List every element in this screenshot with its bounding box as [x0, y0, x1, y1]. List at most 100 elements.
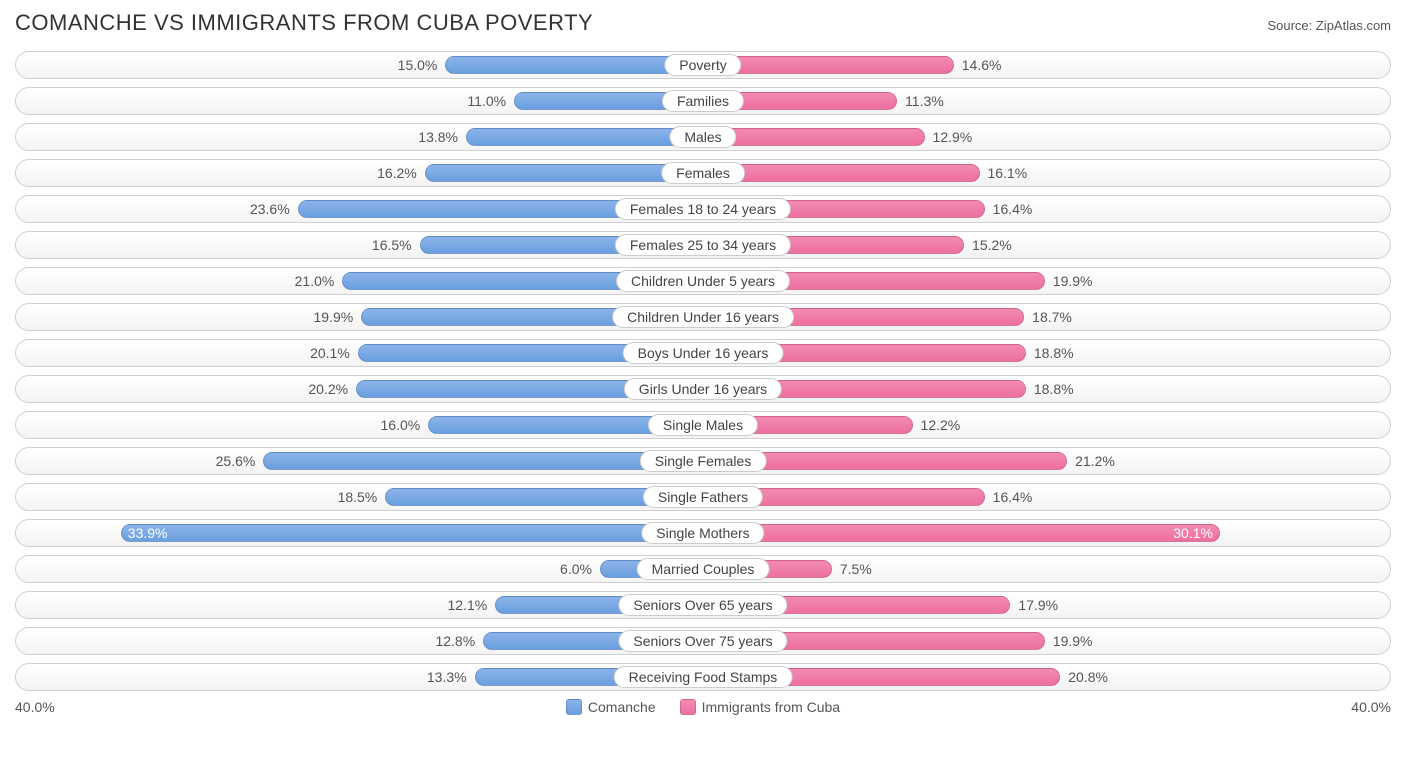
category-label: Single Mothers [641, 522, 764, 544]
chart-row: 15.0% 14.6% Poverty [15, 51, 1391, 79]
left-value-label: 13.8% [410, 129, 466, 145]
axis-label-right: 40.0% [1351, 699, 1391, 715]
chart-row: 33.9% 30.1% Single Mothers [15, 519, 1391, 547]
right-value-label: 11.3% [897, 93, 952, 109]
row-right-half: 12.2% [703, 412, 1390, 438]
chart-row: 18.5%16.4%Single Fathers [15, 483, 1391, 511]
left-value-label: 16.2% [369, 165, 425, 181]
row-left-half: 16.5% [16, 232, 703, 258]
right-value-label: 18.7% [1024, 309, 1080, 325]
right-value-label: 16.1% [980, 165, 1036, 181]
chart-row: 21.0% 19.9% Children Under 5 years [15, 267, 1391, 295]
row-right-half: 16.1% [703, 160, 1390, 186]
row-left-half: 13.3% [16, 664, 703, 690]
left-bar: 33.9% [121, 524, 703, 542]
row-left-half: 21.0% [16, 268, 703, 294]
right-value-label: 21.2% [1067, 453, 1123, 469]
row-right-half: 16.4% [703, 196, 1390, 222]
left-value-label: 23.6% [242, 201, 298, 217]
row-right-half: 21.2% [703, 448, 1390, 474]
row-right-half: 20.8% [703, 664, 1390, 690]
chart-source: Source: ZipAtlas.com [1267, 18, 1391, 33]
chart-row: 11.0% 11.3% Families [15, 87, 1391, 115]
right-value-label: 17.9% [1010, 597, 1066, 613]
chart-area: 15.0% 14.6% Poverty 11.0% 11.3% Families 13.8%… [15, 51, 1391, 691]
right-value-label: 12.2% [913, 417, 969, 433]
right-value-label: 15.2% [964, 237, 1020, 253]
category-label: Single Females [640, 450, 767, 472]
row-right-half: 11.3% [703, 88, 1390, 114]
chart-row: 20.1%18.8%Boys Under 16 years [15, 339, 1391, 367]
row-right-half: 16.4% [703, 484, 1390, 510]
left-value-label: 33.9% [128, 525, 168, 541]
row-left-half: 23.6% [16, 196, 703, 222]
chart-row: 16.0% 12.2% Single Males [15, 411, 1391, 439]
category-label: Single Males [648, 414, 758, 436]
right-value-label: 19.9% [1045, 633, 1101, 649]
right-bar: 30.1% [703, 524, 1220, 542]
category-label: Girls Under 16 years [624, 378, 782, 400]
chart-row: 16.2% 16.1% Females [15, 159, 1391, 187]
left-value-label: 25.6% [208, 453, 264, 469]
row-right-half: 18.8% [703, 340, 1390, 366]
chart-header: COMANCHE VS IMMIGRANTS FROM CUBA POVERTY… [15, 10, 1391, 36]
left-value-label: 11.0% [459, 93, 514, 109]
chart-row: 19.9% 18.7% Children Under 16 years [15, 303, 1391, 331]
right-value-label: 12.9% [925, 129, 981, 145]
legend-swatch-blue [566, 699, 582, 715]
category-label: Children Under 5 years [616, 270, 790, 292]
row-right-half: 15.2% [703, 232, 1390, 258]
row-left-half: 12.1% [16, 592, 703, 618]
row-left-half: 12.8% [16, 628, 703, 654]
right-value-label: 14.6% [954, 57, 1010, 73]
right-value-label: 19.9% [1045, 273, 1101, 289]
chart-row: 13.3% 20.8% Receiving Food Stamps [15, 663, 1391, 691]
row-left-half: 16.2% [16, 160, 703, 186]
category-label: Receiving Food Stamps [614, 666, 793, 688]
category-label: Married Couples [637, 558, 770, 580]
left-bar [466, 128, 703, 146]
right-value-label: 18.8% [1026, 381, 1082, 397]
category-label: Families [662, 90, 744, 112]
left-value-label: 16.5% [364, 237, 420, 253]
legend-label-left: Comanche [588, 699, 656, 715]
left-value-label: 16.0% [373, 417, 429, 433]
row-right-half: 12.9% [703, 124, 1390, 150]
axis-label-left: 40.0% [15, 699, 55, 715]
left-value-label: 12.1% [439, 597, 495, 613]
left-value-label: 20.2% [300, 381, 356, 397]
row-right-half: 18.7% [703, 304, 1390, 330]
category-label: Females [661, 162, 745, 184]
row-left-half: 16.0% [16, 412, 703, 438]
left-value-label: 21.0% [287, 273, 343, 289]
legend-item-right: Immigrants from Cuba [680, 699, 840, 715]
row-right-half: 7.5% [703, 556, 1390, 582]
left-value-label: 12.8% [427, 633, 483, 649]
chart-row: 25.6% 21.2% Single Females [15, 447, 1391, 475]
row-left-half: 33.9% [16, 520, 703, 546]
category-label: Children Under 16 years [612, 306, 794, 328]
row-right-half: 19.9% [703, 268, 1390, 294]
chart-row: 6.0%7.5%Married Couples [15, 555, 1391, 583]
left-value-label: 13.3% [419, 669, 475, 685]
category-label: Seniors Over 65 years [618, 594, 787, 616]
chart-row: 20.2% 18.8% Girls Under 16 years [15, 375, 1391, 403]
row-left-half: 20.2% [16, 376, 703, 402]
chart-row: 12.8%19.9%Seniors Over 75 years [15, 627, 1391, 655]
right-value-label: 16.4% [985, 489, 1041, 505]
row-right-half: 17.9% [703, 592, 1390, 618]
category-label: Females 25 to 34 years [615, 234, 791, 256]
category-label: Poverty [664, 54, 741, 76]
left-value-label: 18.5% [330, 489, 386, 505]
row-right-half: 30.1% [703, 520, 1390, 546]
left-value-label: 15.0% [390, 57, 446, 73]
left-value-label: 19.9% [306, 309, 362, 325]
row-left-half: 6.0% [16, 556, 703, 582]
right-value-label: 20.8% [1060, 669, 1116, 685]
right-value-label: 30.1% [1173, 525, 1213, 541]
row-right-half: 19.9% [703, 628, 1390, 654]
legend-item-left: Comanche [566, 699, 656, 715]
chart-title: COMANCHE VS IMMIGRANTS FROM CUBA POVERTY [15, 10, 593, 36]
chart-row: 23.6%16.4%Females 18 to 24 years [15, 195, 1391, 223]
row-left-half: 19.9% [16, 304, 703, 330]
